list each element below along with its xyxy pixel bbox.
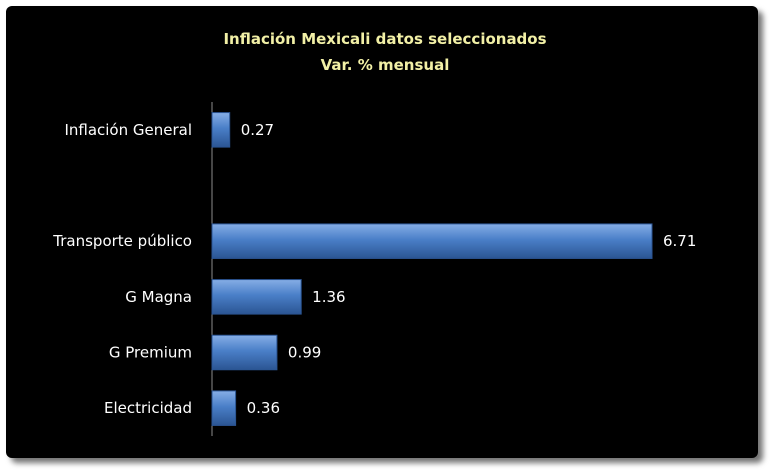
- bar: [211, 390, 237, 426]
- bar: [211, 112, 231, 148]
- category-label: G Magna: [125, 288, 192, 306]
- data-label: 0.36: [247, 399, 280, 417]
- category-label: Inflación General: [64, 121, 192, 139]
- category-label: G Premium: [109, 344, 192, 362]
- category-label: Transporte público: [52, 232, 192, 250]
- bar: [211, 334, 278, 371]
- bar: [211, 279, 302, 315]
- bars-layer: Inflación General 0.27 Transporte público 6…: [52, 112, 696, 426]
- chart-subtitle: Var. % mensual: [321, 56, 450, 74]
- data-label: 6.71: [663, 232, 696, 250]
- category-label: Electricidad: [104, 399, 192, 417]
- data-label: 1.36: [312, 288, 345, 306]
- chart-title: Inflación Mexicali datos seleccionados: [223, 30, 546, 48]
- bar: [211, 223, 653, 259]
- data-label: 0.27: [241, 121, 274, 139]
- data-label: 0.99: [288, 344, 321, 362]
